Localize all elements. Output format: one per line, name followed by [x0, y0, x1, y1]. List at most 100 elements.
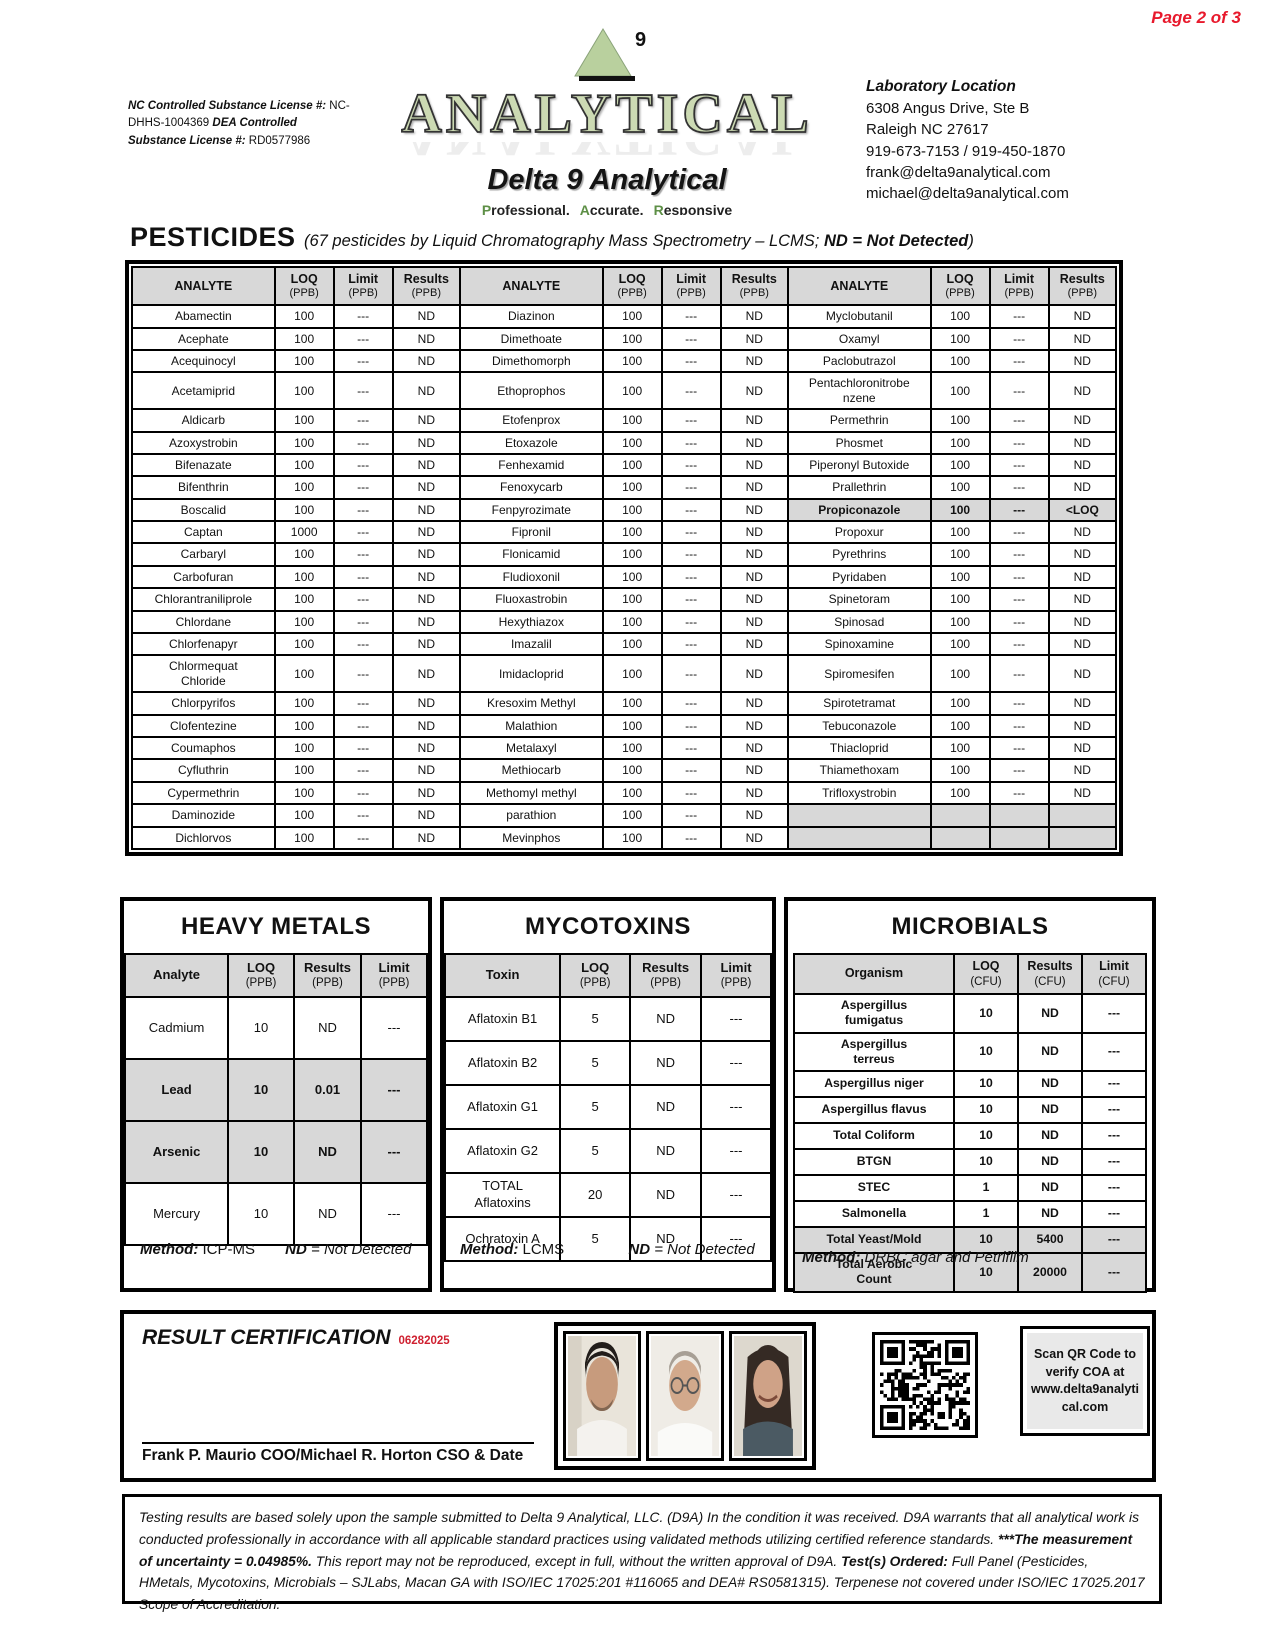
analyte-name: Propiconazole	[786, 497, 932, 523]
loq-cell: 10	[227, 1057, 295, 1122]
limit-value: ---	[988, 609, 1050, 635]
result-value: ND	[391, 430, 461, 455]
loq-value: 100	[929, 780, 991, 806]
result-value: ND	[719, 348, 789, 374]
result-value: ND	[719, 632, 789, 657]
certifier-portrait-2	[651, 1336, 719, 1456]
analyte-name: Carbaryl	[131, 542, 276, 567]
result-value: ND	[391, 326, 461, 351]
certifier-portrait-1	[568, 1336, 636, 1456]
limit-value: ---	[332, 691, 394, 716]
loq-value: 100	[273, 803, 335, 828]
lab-email-michael: michael@delta9analytical.com	[866, 185, 1069, 203]
name-cell: Aflatoxin G2	[443, 1127, 562, 1174]
result-value: ND	[1047, 348, 1118, 374]
analyte-name: Hexythiazox	[458, 609, 604, 635]
loq-value: 100	[601, 520, 663, 545]
result-cell: ND	[292, 1119, 363, 1184]
table-row: Lead 10 0.01 ---	[123, 1057, 428, 1122]
result-value: ND	[719, 452, 789, 478]
loq-cell: 10	[953, 1252, 1019, 1293]
pesticide-row: Carbofuran 100 --- ND Fludioxonil 100 --- ND Pyr…	[131, 564, 1118, 590]
limit-cell: ---	[700, 1083, 772, 1130]
logo-reflection: ANALYTICAL	[372, 142, 842, 164]
analyte-name: Acetamiprid	[131, 371, 276, 411]
limit-value: ---	[332, 587, 394, 612]
limit-value: ---	[988, 304, 1050, 329]
loq-cell: 5	[559, 995, 632, 1042]
limit-value: ---	[332, 735, 394, 761]
pesticide-row: Captan 1000 --- ND Fipronil 100 --- ND Propoxur 1…	[131, 520, 1118, 545]
analyte-name: Daminozide	[131, 803, 276, 828]
table-row: Arsenic 10 ND ---	[123, 1119, 428, 1184]
loq-value: 100	[273, 452, 335, 478]
analyte-name: Thiacloprid	[786, 735, 932, 761]
analyte-name: Imidacloprid	[458, 654, 604, 694]
table-row: Salmonella 1 ND ---	[793, 1200, 1147, 1228]
table-row: Aflatoxin B2 5 ND ---	[443, 1039, 772, 1086]
result-value: ND	[1047, 371, 1118, 411]
loq-value: 100	[929, 326, 991, 351]
result-value: ND	[719, 326, 789, 351]
result-value: ND	[391, 632, 461, 657]
loq-value: 100	[601, 430, 663, 455]
analyte-name: Methiocarb	[458, 758, 604, 783]
column-header: Results (PPB)	[292, 953, 363, 998]
limit-value: ---	[332, 520, 394, 545]
result-cell: ND	[1017, 1031, 1083, 1072]
analyte-name: Tebuconazole	[786, 713, 932, 739]
name-cell: Aflatoxin G1	[443, 1083, 562, 1130]
analyte-name: Phosmet	[786, 430, 932, 455]
disclaimer-tests-ordered-label: Test(s) Ordered:	[841, 1553, 948, 1569]
result-cell: ND	[1017, 1070, 1083, 1098]
analyte-name: Myclobutanil	[786, 304, 932, 329]
license-label-dea: DEA Controlled Substance License #:	[128, 117, 297, 147]
pesticide-row: Chlorpyrifos 100 --- ND Kresoxim Methyl 100 --…	[131, 691, 1118, 716]
column-header-analyte: ANALYTE	[786, 265, 932, 307]
limit-value: ---	[660, 475, 722, 500]
loq-value: 100	[273, 326, 335, 351]
column-header: Limit (PPB)	[332, 265, 394, 307]
pesticide-row: Boscalid 100 --- ND Fenpyrozimate 100 --- ND Pro…	[131, 497, 1118, 523]
result-cell: ND	[1017, 1122, 1083, 1150]
limit-value: ---	[988, 691, 1050, 716]
empty-cell	[929, 803, 991, 828]
limit-value: ---	[660, 497, 722, 523]
result-value: ND	[391, 497, 461, 523]
result-value: ND	[719, 371, 789, 411]
result-cell: ND	[292, 1181, 363, 1246]
mycotoxins-panel: MYCOTOXINS Toxin LOQ (PPB) Results (PPB) Limi…	[440, 897, 776, 1292]
result-value: ND	[391, 564, 461, 590]
table-row: Aspergillus niger 10 ND ---	[793, 1070, 1147, 1098]
name-cell: BTGN	[793, 1148, 955, 1176]
scan-qr-note: Scan QR Code to verify COA at www.delta9…	[1027, 1333, 1143, 1429]
loq-value: 100	[273, 564, 335, 590]
limit-value: ---	[988, 632, 1050, 657]
analyte-name: Chlorpyrifos	[131, 691, 276, 716]
mycotoxins-table: Toxin LOQ (PPB) Results (PPB) Limit (PPB) Afla…	[443, 953, 772, 1262]
limit-value: ---	[988, 587, 1050, 612]
loq-value: 100	[273, 632, 335, 657]
column-header-analyte: ANALYTE	[131, 265, 276, 307]
analyte-name: Pyridaben	[786, 564, 932, 590]
certifier-photos-frame	[554, 1322, 816, 1470]
limit-cell: ---	[1081, 1096, 1147, 1124]
result-cell: ND	[629, 1171, 703, 1218]
result-value: <LOQ	[1047, 497, 1118, 523]
loq-value: 100	[601, 564, 663, 590]
limit-value: ---	[660, 587, 722, 612]
loq-value: 100	[929, 408, 991, 433]
signature-line	[142, 1442, 534, 1444]
result-value: ND	[719, 430, 789, 455]
table-row: Aspergillus flavus 10 ND ---	[793, 1096, 1147, 1124]
loq-value: 100	[929, 587, 991, 612]
table-row: Mercury 10 ND ---	[123, 1181, 428, 1246]
loq-value: 100	[601, 803, 663, 828]
scan-note-frame: Scan QR Code to verify COA at www.delta9…	[1020, 1326, 1150, 1436]
limit-value: ---	[988, 780, 1050, 806]
pesticide-row: Carbaryl 100 --- ND Flonicamid 100 --- ND Pyreth…	[131, 542, 1118, 567]
limit-value: ---	[660, 348, 722, 374]
limit-value: ---	[332, 371, 394, 411]
microbials-panel: MICROBIALS Organism LOQ (CFU) Results (CFU) L…	[784, 897, 1156, 1293]
table-row: Aspergillus terreus 10 ND ---	[793, 1031, 1147, 1072]
